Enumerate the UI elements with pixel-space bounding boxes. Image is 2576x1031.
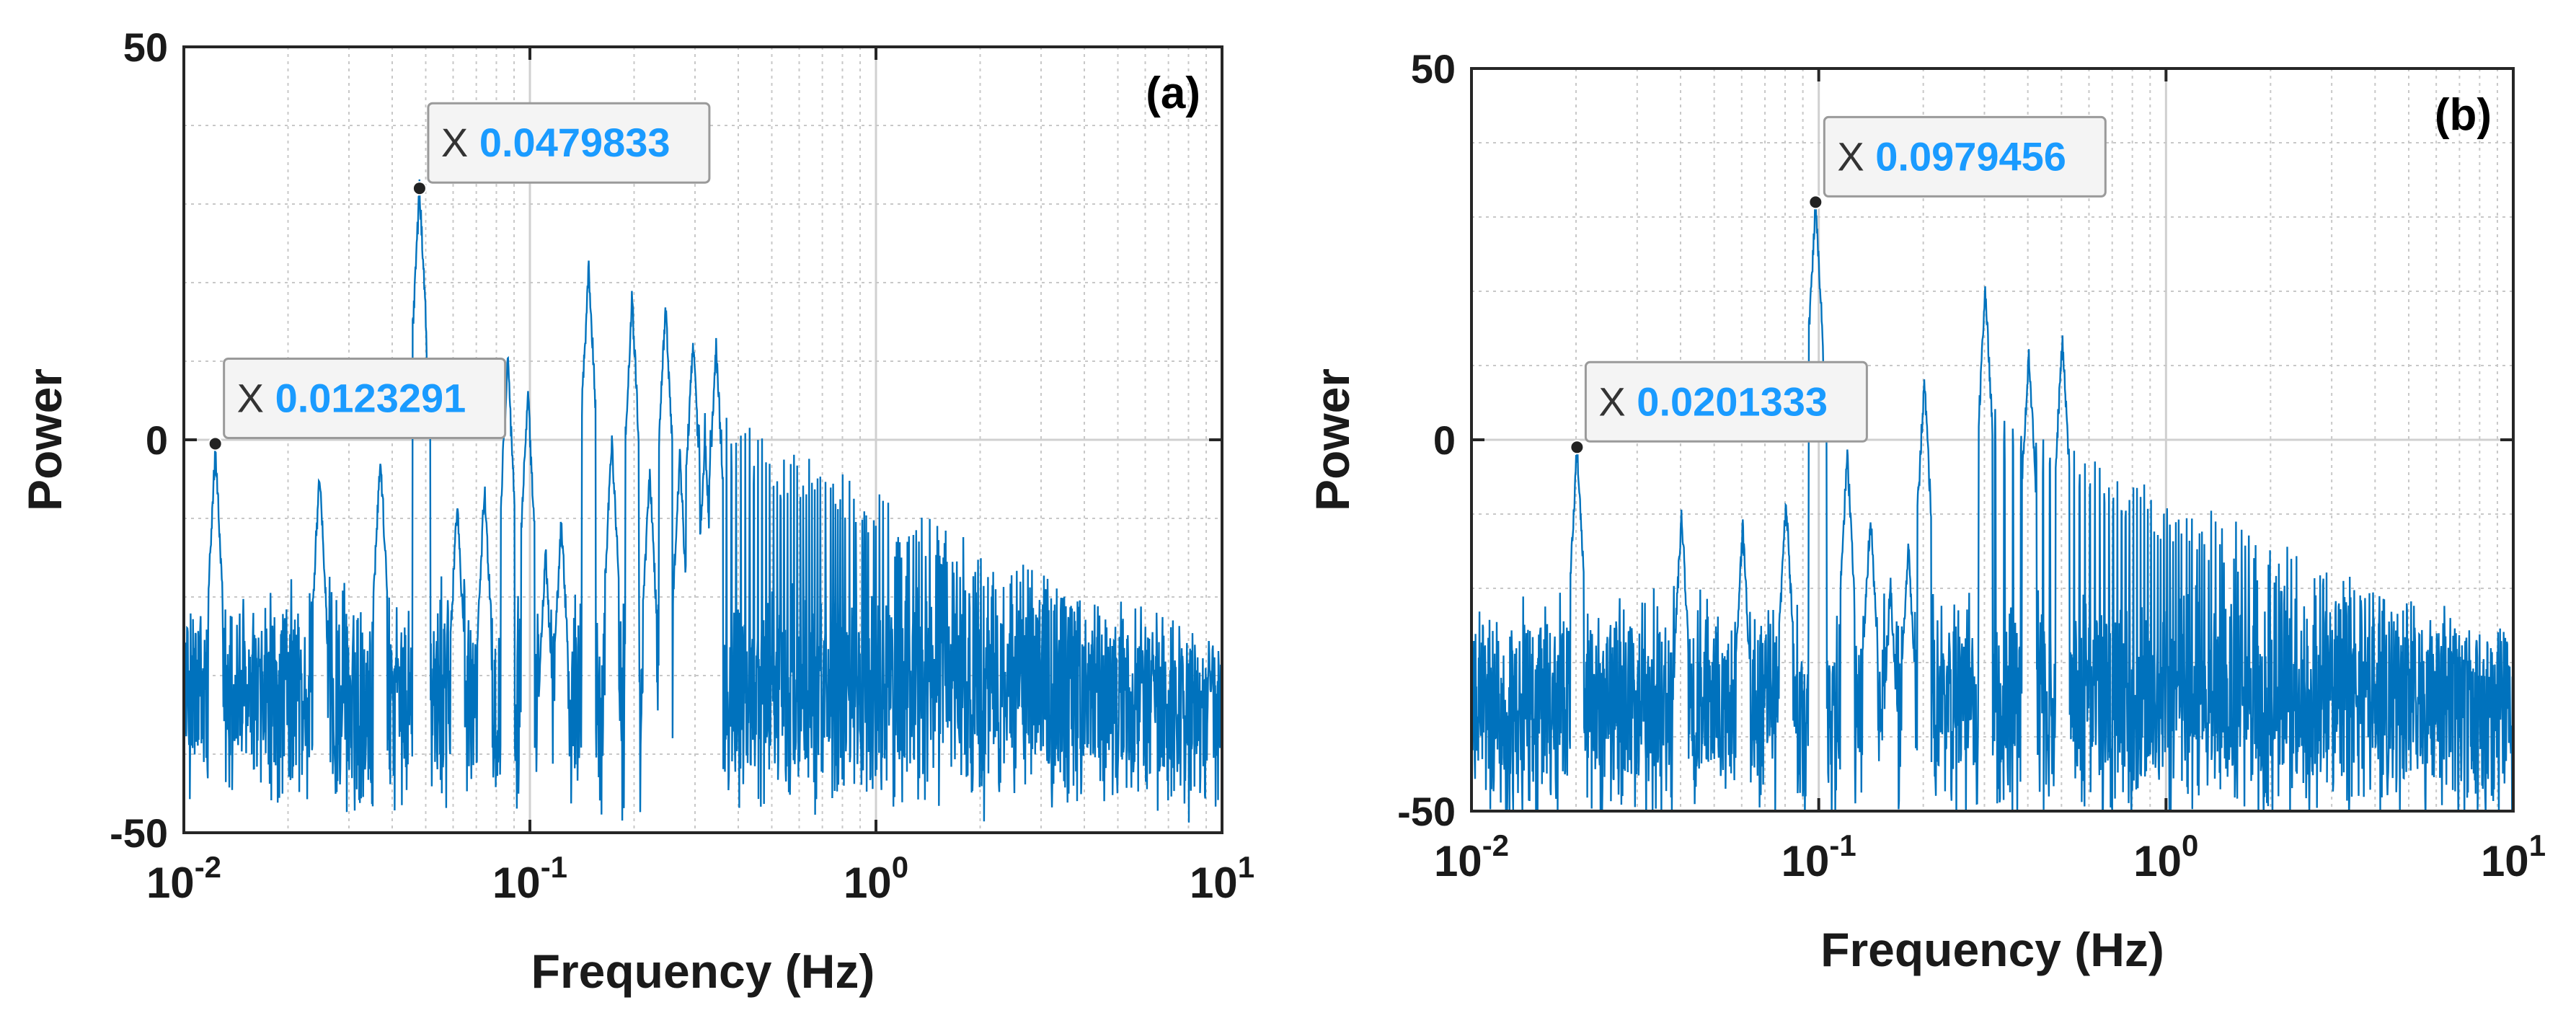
panel-label: (b) (2435, 90, 2492, 140)
datatip-box (1584, 360, 1868, 443)
datatip-box (1823, 115, 2107, 198)
y-axis-label: Power (1306, 368, 1359, 511)
panel-label: (a) (1146, 68, 1200, 118)
y-tick-label: 0 (1433, 417, 1456, 463)
x-axis-label: Frequency (Hz) (531, 944, 875, 998)
spectrum-line-b (1471, 196, 2513, 811)
datatip-label: X 0.0201333 (1598, 379, 1828, 424)
datatip-box (427, 102, 711, 184)
y-tick-label: 50 (1411, 46, 1456, 92)
datatip-marker (208, 436, 223, 451)
x-tick-label: 100 (2133, 828, 2198, 885)
x-axis-label: Frequency (Hz) (1820, 923, 2164, 976)
x-tick-label: 10-2 (1434, 828, 1509, 885)
spectrum-line-a (184, 179, 1222, 823)
datatip-marker (412, 181, 427, 196)
x-tick-label: 101 (2481, 828, 2546, 885)
chart-panel-b: 50 0 -50 10-2 10-1 100 101 Frequency (Hz) Power (… (1288, 0, 2576, 1031)
y-tick-label: -50 (1397, 789, 1456, 834)
x-tick-label: 10-1 (1781, 828, 1856, 885)
x-tick-label: 100 (844, 850, 908, 907)
x-tick-label: 10-2 (146, 850, 221, 907)
y-tick-label: 0 (146, 417, 168, 463)
y-tick-label: 50 (123, 25, 168, 70)
chart-panel-a: 50 0 -50 10-2 10-1 100 101 Frequency (Hz) Power (… (18, 25, 1254, 998)
x-tick-label: 10-1 (492, 850, 567, 907)
y-tick-label: -50 (110, 810, 168, 856)
datatip-marker (1808, 195, 1823, 210)
datatip-box (223, 357, 507, 439)
y-axis-label: Power (18, 368, 71, 511)
datatip-label: X 0.0979456 (1837, 133, 2066, 179)
datatip-label: X 0.0123291 (237, 375, 466, 420)
datatip-marker (1570, 440, 1585, 455)
x-tick-label: 101 (1190, 850, 1254, 907)
datatip-label: X 0.0479833 (441, 120, 670, 165)
